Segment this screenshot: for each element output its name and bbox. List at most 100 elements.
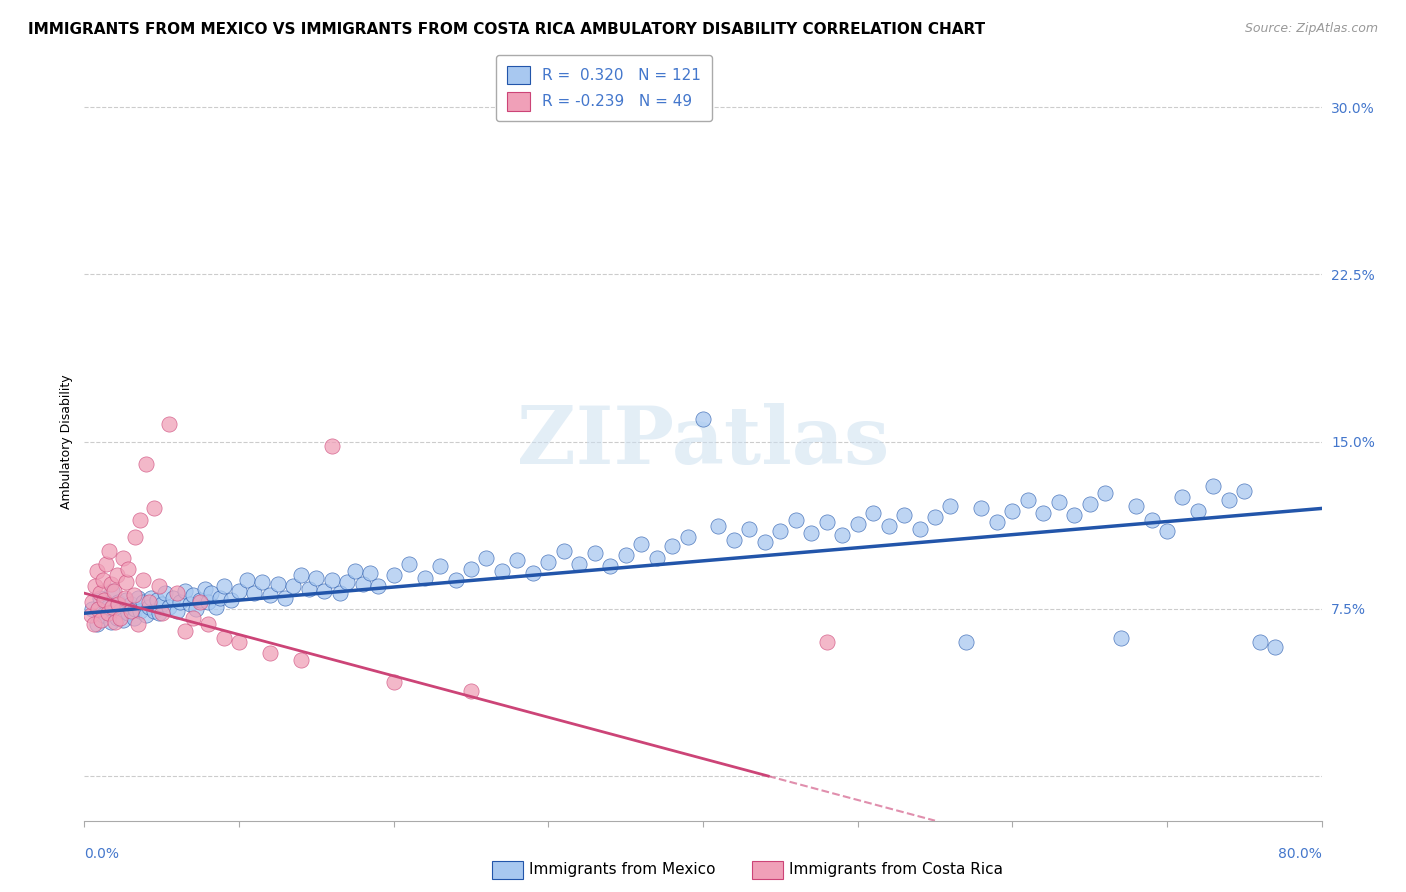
Point <box>661 539 683 553</box>
Point <box>135 457 157 471</box>
Point <box>537 555 560 569</box>
Point <box>146 592 169 607</box>
Point <box>135 608 157 623</box>
Point <box>93 592 115 607</box>
Point <box>630 537 652 551</box>
Point <box>169 595 191 609</box>
Point <box>209 591 232 605</box>
Point <box>89 591 111 605</box>
Point <box>174 584 197 599</box>
Point <box>986 515 1008 529</box>
Point <box>124 602 146 616</box>
Point <box>127 591 149 605</box>
Point <box>162 591 184 605</box>
Point <box>112 613 135 627</box>
Point <box>491 564 513 578</box>
Point <box>676 530 699 544</box>
Point <box>1017 492 1039 507</box>
Point <box>290 653 312 667</box>
Point <box>100 615 122 630</box>
Text: 0.0%: 0.0% <box>84 847 120 862</box>
Point <box>785 512 807 526</box>
Point <box>846 517 869 532</box>
Point <box>312 584 335 599</box>
Point <box>86 564 108 578</box>
Point <box>107 598 129 612</box>
Point <box>98 543 121 558</box>
Point <box>328 586 352 600</box>
Point <box>117 562 139 576</box>
Point <box>174 624 197 639</box>
Point <box>893 508 915 523</box>
Point <box>212 631 235 645</box>
Point <box>122 589 145 603</box>
Text: Source: ZipAtlas.com: Source: ZipAtlas.com <box>1244 22 1378 36</box>
Point <box>184 602 207 616</box>
Text: IMMIGRANTS FROM MEXICO VS IMMIGRANTS FROM COSTA RICA AMBULATORY DISABILITY CORRE: IMMIGRANTS FROM MEXICO VS IMMIGRANTS FRO… <box>28 22 986 37</box>
Point <box>112 550 135 565</box>
Y-axis label: Ambulatory Disability: Ambulatory Disability <box>60 375 73 508</box>
Point <box>100 577 122 591</box>
Point <box>274 591 297 605</box>
Point <box>460 684 482 698</box>
Point <box>553 543 575 558</box>
Point <box>212 580 235 594</box>
Point <box>91 573 114 587</box>
Point <box>103 584 125 599</box>
Point <box>707 519 730 533</box>
Point <box>1078 497 1101 511</box>
Point <box>1094 485 1116 500</box>
Point <box>583 546 606 560</box>
Point <box>877 519 900 533</box>
Point <box>143 501 166 516</box>
Point <box>138 595 160 609</box>
Point <box>352 577 374 591</box>
Point <box>115 592 138 607</box>
Point <box>754 535 776 549</box>
Point <box>148 607 170 621</box>
Point <box>862 506 884 520</box>
Point <box>82 595 104 609</box>
Point <box>769 524 792 538</box>
Point <box>79 608 101 623</box>
Point <box>105 568 128 582</box>
Point <box>259 589 281 603</box>
Point <box>460 562 482 576</box>
Point <box>398 557 420 572</box>
Text: ZIPatlas: ZIPatlas <box>517 402 889 481</box>
Point <box>522 566 544 581</box>
Point <box>89 586 111 600</box>
Point <box>115 575 138 590</box>
Point <box>614 548 637 563</box>
Point <box>1249 635 1271 649</box>
Point <box>194 582 217 596</box>
Point <box>281 580 305 594</box>
Point <box>321 439 343 453</box>
Point <box>179 598 201 612</box>
Point <box>108 604 131 618</box>
Point <box>114 591 136 605</box>
Point <box>105 611 128 625</box>
Point <box>120 604 142 618</box>
Point <box>413 571 436 585</box>
Point <box>367 580 389 594</box>
Point <box>382 568 405 582</box>
Point <box>506 552 529 567</box>
Point <box>197 595 219 609</box>
Point <box>188 592 211 607</box>
Point <box>200 586 222 600</box>
Point <box>96 599 118 614</box>
Point <box>343 564 366 578</box>
Point <box>228 584 250 599</box>
Point <box>188 595 211 609</box>
Point <box>86 617 108 632</box>
Point <box>908 521 931 535</box>
Point <box>723 533 745 547</box>
Point <box>382 675 405 690</box>
Point <box>107 595 129 609</box>
Point <box>692 412 714 426</box>
Point <box>104 602 127 616</box>
Point <box>1264 640 1286 654</box>
Point <box>955 635 977 649</box>
Point <box>815 515 838 529</box>
